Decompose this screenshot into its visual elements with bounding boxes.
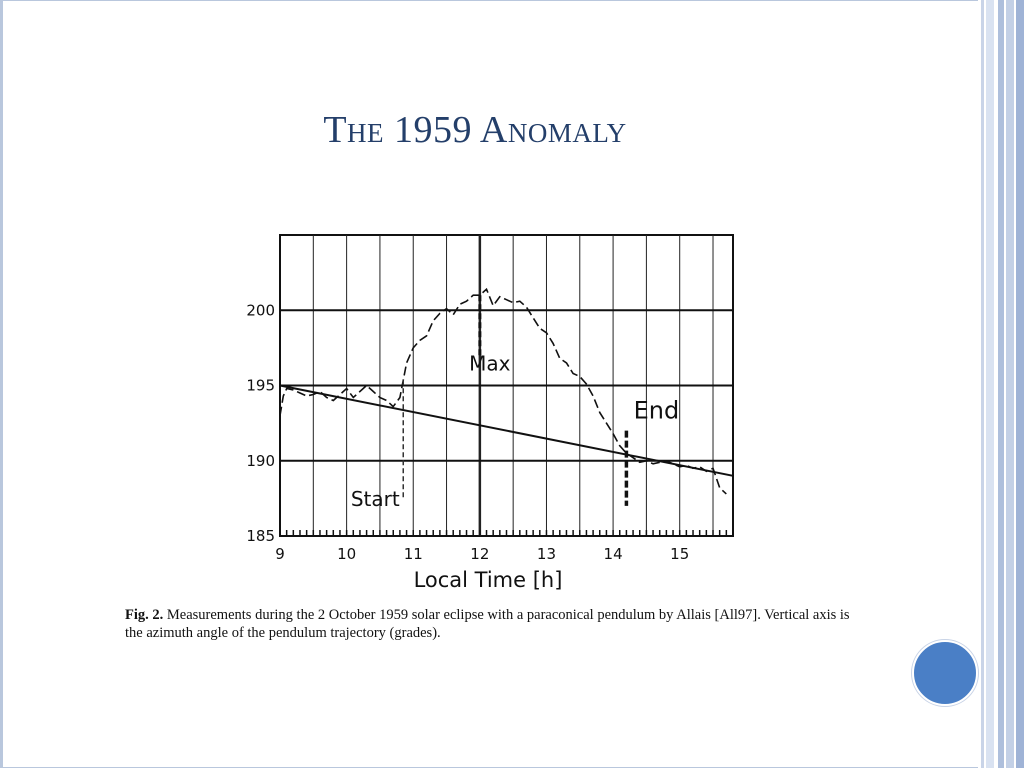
chart: 9 10 11 12 13 14 15 185 190 195 200 Start Max End Lo… <box>246 234 734 592</box>
chart-ticks: 9 10 11 12 13 14 15 185 190 195 200 <box>246 301 689 563</box>
x-tick-label: 9 <box>275 545 285 563</box>
y-tick-label: 190 <box>246 452 275 470</box>
decorative-circle <box>912 640 978 706</box>
x-tick-label: 15 <box>670 545 689 563</box>
chart-annotations: Start Max End <box>351 295 679 511</box>
y-tick-label: 185 <box>246 527 275 545</box>
decorative-side-bars <box>978 0 1024 768</box>
x-axis-label: Local Time [h] <box>414 568 563 592</box>
x-tick-label: 13 <box>537 545 556 563</box>
figure-caption: Fig. 2. Measurements during the 2 Octobe… <box>125 606 865 642</box>
caption-text: Measurements during the 2 October 1959 s… <box>125 607 850 641</box>
measurement-line <box>279 287 727 495</box>
x-tick-label: 10 <box>337 545 356 563</box>
x-tick-label: 14 <box>604 545 623 563</box>
y-tick-label: 195 <box>246 377 275 395</box>
end-label: End <box>634 397 680 425</box>
baseline-line <box>279 384 734 477</box>
caption-label: Fig. 2. <box>125 607 164 623</box>
eclipse-figure: 9 10 11 12 13 14 15 185 190 195 200 Start Max End Lo… <box>225 225 745 595</box>
start-label: Start <box>351 487 400 511</box>
y-tick-label: 200 <box>246 301 275 319</box>
max-label: Max <box>469 351 511 375</box>
chart-grid <box>279 234 734 537</box>
x-tick-label: 12 <box>470 545 489 563</box>
x-tick-label: 11 <box>404 545 423 563</box>
chart-series <box>279 287 734 495</box>
slide-title: The 1959 Anomaly <box>323 109 627 151</box>
